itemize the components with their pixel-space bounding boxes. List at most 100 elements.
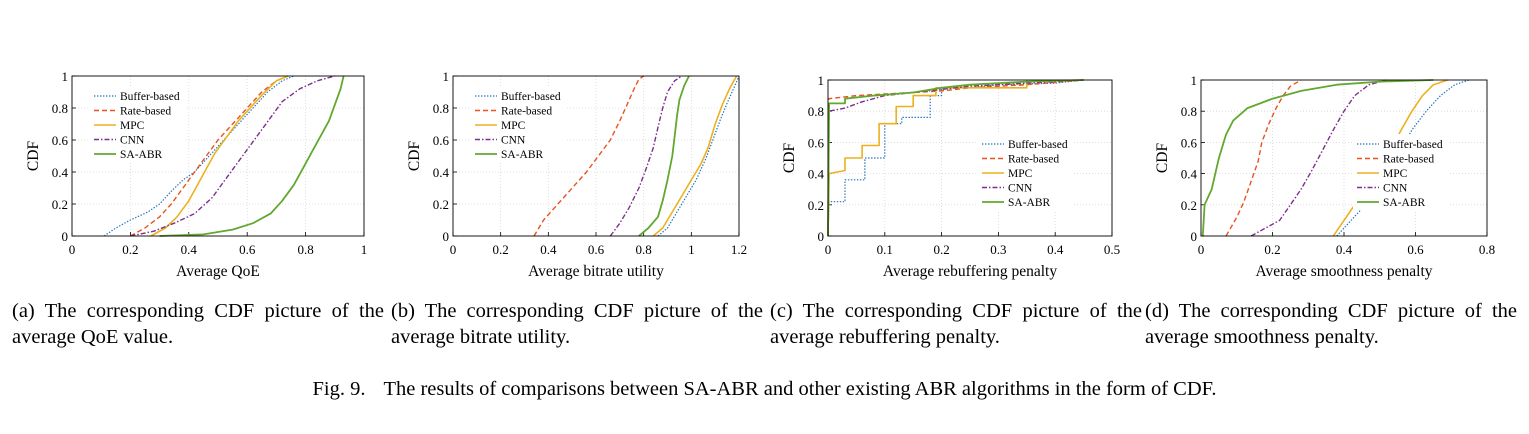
y-tick-label: 0.6 [1181,135,1198,150]
legend-label: CNN [120,135,145,147]
legend-label: Rate-based [1008,154,1059,166]
y-tick-label: 0.2 [1181,198,1197,213]
x-tick-label: 0.4 [1336,242,1353,257]
series-line-sa-abr [827,79,1084,237]
legend-label: CNN [1008,183,1033,195]
y-tick-label: 1 [1191,73,1198,88]
caption-a: (a) The corresponding CDF picture of the… [12,300,384,348]
x-tick-label: 0.6 [588,242,605,257]
y-tick-label: 0.8 [52,101,68,116]
chart-b: 0 0.2 0.4 0.6 0.8 1 1.2 0 0.2 0.4 0.6 0.8 1 Average b… [406,69,747,280]
y-tick-label: 0.2 [52,197,68,212]
x-tick-label: 0.8 [297,242,313,257]
legend-label: Buffer-based [1383,139,1443,151]
series-line-cnn [827,79,1084,237]
x-tick-label: 1.2 [731,242,747,257]
panel-d: 0 0.2 0.4 0.6 0.8 0 0.2 0.4 0.6 0.8 1 Average smoot… [1145,60,1517,350]
y-tick-label: 0.4 [808,167,825,182]
panel-b: 0 0.2 0.4 0.6 0.8 1 1.2 0 0.2 0.4 0.6 0.8 1 Average b… [391,60,763,350]
series-line-cnn [130,75,335,237]
y-tick-label: 0.4 [433,165,450,180]
y-tick-label: 0.4 [1181,167,1198,182]
legend-label: Buffer-based [1008,139,1068,151]
plot-frame [1200,79,1488,237]
x-axis-label: Average smoothness penalty [1255,263,1432,280]
x-tick-label: 0.2 [493,242,509,257]
series-line-rate-based [130,75,289,237]
legend-label: MPC [1008,168,1033,180]
legend-label: CNN [1383,183,1408,195]
y-tick-label: 1 [62,69,69,84]
series-line-mpc [150,75,289,237]
x-tick-label: 0.6 [239,242,256,257]
y-tick-label: 0.4 [52,165,69,180]
y-tick-label: 0.2 [808,198,824,213]
legend-label: Rate-based [120,106,171,118]
plot-frame [827,79,1113,237]
series-line-cnn [1250,79,1388,237]
caption-b: (b) The corresponding CDF picture of the… [391,300,763,348]
series-line-sa-abr [1201,79,1434,237]
x-axis-label: Average rebuffering penalty [883,263,1057,280]
plot-frame [71,75,365,237]
y-axis-label: CDF [25,141,42,172]
y-tick-label: 0.8 [433,101,449,116]
x-axis-label: Average QoE [176,263,260,280]
legend-label: CNN [501,135,526,147]
series-line-buffer-based [657,75,740,237]
y-axis-label: CDF [781,143,798,174]
series-line-rate-based [827,79,1084,237]
y-tick-label: 0 [1191,229,1198,244]
series-line-sa-abr [638,75,690,237]
legend-label: MPC [1383,168,1408,180]
legend: Buffer-based Rate-based MPC CNN SA-ABR [1353,134,1449,211]
legend-label: SA-ABR [1008,197,1051,209]
x-tick-label: 0.1 [877,242,893,257]
legend: Buffer-based Rate-based MPC CNN SA-ABR [90,86,186,163]
y-tick-label: 0.8 [808,104,824,119]
series-line-rate-based [1225,79,1302,237]
y-tick-label: 1 [443,69,450,84]
x-tick-label: 0 [1198,242,1205,257]
x-tick-label: 0.2 [1264,242,1280,257]
series-line-rate-based [533,75,645,237]
legend-label: Rate-based [501,106,552,118]
series-line-mpc [652,75,738,237]
x-tick-label: 1 [361,242,368,257]
x-tick-label: 0.2 [933,242,949,257]
y-axis-label: CDF [1154,143,1171,174]
y-tick-label: 0 [62,229,69,244]
x-tick-label: 0.5 [1104,242,1120,257]
x-tick-label: 0.4 [1047,242,1064,257]
panel-c: 0 0.1 0.2 0.3 0.4 0.5 0 0.2 0.4 0.6 0.8 1 Average re… [770,60,1142,350]
legend-label: Rate-based [1383,154,1434,166]
y-tick-label: 0 [818,229,825,244]
y-tick-label: 0.6 [808,135,825,150]
x-tick-label: 0.4 [540,242,557,257]
x-tick-label: 0 [69,242,76,257]
chart-d: 0 0.2 0.4 0.6 0.8 0 0.2 0.4 0.6 0.8 1 Average smoot… [1154,73,1495,280]
series-line-sa-abr [159,75,345,237]
legend-label: Buffer-based [501,91,561,103]
x-tick-label: 0.8 [636,242,652,257]
y-tick-label: 0.6 [52,133,69,148]
y-tick-label: 0.2 [433,197,449,212]
y-tick-label: 0.6 [433,133,450,148]
figure-label: Fig. 9. [312,378,366,400]
caption-d: (d) The corresponding CDF picture of the… [1145,300,1517,348]
x-tick-label: 0.2 [122,242,138,257]
x-tick-label: 0.8 [1479,242,1495,257]
panel-a: 0 0.2 0.4 0.6 0.8 1 0 0.2 0.4 0.6 0.8 1 Average QoE C… [12,60,384,350]
chart-a: 0 0.2 0.4 0.6 0.8 1 0 0.2 0.4 0.6 0.8 1 Average QoE C… [25,69,368,280]
legend-label: MPC [501,120,526,132]
legend: Buffer-based Rate-based MPC CNN SA-ABR [978,134,1074,211]
legend: Buffer-based Rate-based MPC CNN SA-ABR [471,86,567,163]
x-axis-label: Average bitrate utility [528,263,664,280]
x-tick-label: 0.3 [990,242,1006,257]
legend-label: MPC [120,120,145,132]
x-tick-label: 0 [450,242,457,257]
caption-c: (c) The corresponding CDF picture of the… [770,300,1142,348]
legend-label: SA-ABR [501,149,544,161]
figure-caption: Fig. 9. The results of comparisons betwee… [0,378,1529,401]
series-line-cnn [609,75,683,237]
